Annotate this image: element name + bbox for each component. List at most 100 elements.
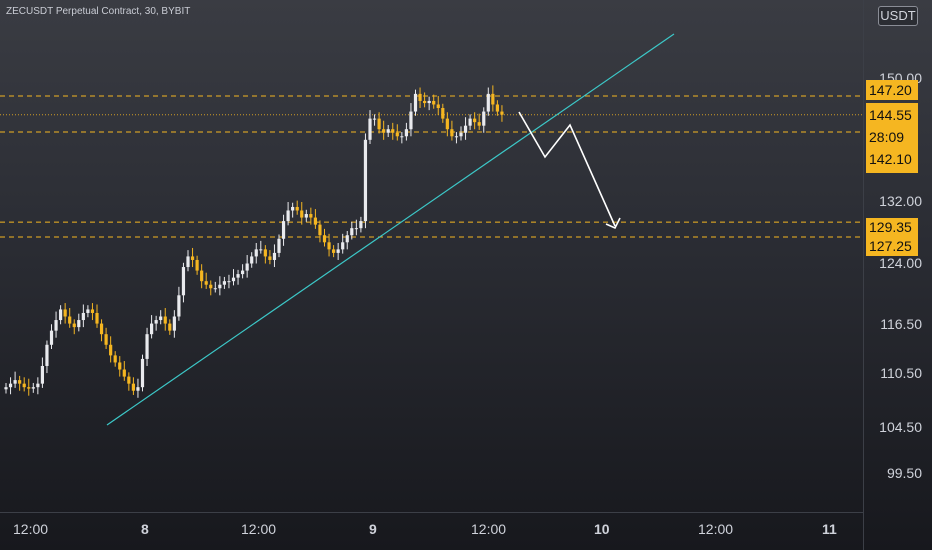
candle-body: [72, 323, 76, 328]
time-axis-divider: [0, 512, 863, 513]
candle-body: [286, 210, 290, 222]
projection-path: [518, 111, 616, 227]
candle-body: [49, 330, 54, 345]
x-tick-label: 11: [822, 521, 837, 537]
candle-body: [377, 118, 381, 130]
candle-body: [22, 383, 26, 388]
candle-body: [363, 139, 368, 222]
candle-body: [313, 217, 317, 225]
candle-countdown: 28:09: [869, 129, 905, 145]
candle-body: [131, 383, 135, 391]
candle-body: [59, 309, 63, 321]
candle-body: [500, 111, 504, 115]
candle-body: [468, 118, 472, 126]
candle-body: [486, 93, 490, 112]
candle-body: [436, 104, 440, 109]
candle-body: [40, 365, 44, 384]
candle-body: [354, 228, 358, 230]
candle-body: [18, 380, 22, 384]
candle-body: [222, 281, 226, 285]
candle-body: [418, 93, 422, 101]
candle-body: [441, 108, 445, 119]
candle-body: [341, 242, 345, 250]
candle-body: [159, 316, 163, 321]
candle-body: [482, 111, 486, 126]
candle-body: [372, 118, 377, 120]
candle-body: [104, 334, 108, 345]
candle-body: [318, 224, 322, 236]
candle-body: [332, 249, 336, 253]
symbol-title: ZECUSDT Perpetual Contract, 30, BYBIT: [6, 6, 191, 17]
candle-body: [8, 383, 13, 388]
candle-body: [268, 256, 272, 260]
x-tick-label: 12:00: [13, 521, 49, 537]
price-tag-level-147: 147.20: [866, 80, 918, 100]
candle-body: [77, 320, 81, 328]
candle-body: [90, 309, 95, 313]
candle-body: [250, 256, 254, 264]
candle-body: [322, 235, 327, 243]
candle-body: [54, 320, 58, 331]
x-tick-label: 12:00: [698, 521, 734, 537]
candle-body: [109, 344, 113, 356]
candle-body: [359, 221, 363, 229]
candle-body: [473, 118, 477, 123]
candle-body: [391, 129, 395, 133]
x-tick-label: 12:00: [471, 521, 507, 537]
candle-body: [27, 387, 31, 389]
candle-body: [245, 263, 249, 271]
candle-body: [463, 125, 468, 133]
candle-body: [309, 214, 313, 218]
x-tick-label: 12:00: [241, 521, 277, 537]
candle-body: [86, 309, 90, 313]
candle-body: [432, 100, 436, 105]
candle-body: [454, 136, 459, 138]
candle-body: [99, 323, 104, 335]
candle-body: [68, 316, 72, 324]
candle-body: [404, 129, 408, 137]
y-tick-label: 132.00: [879, 193, 922, 209]
candle-body: [4, 387, 8, 390]
price-tag-support-zone: 129.35 127.25: [866, 218, 918, 256]
x-tick-label: 8: [141, 521, 149, 537]
candle-body: [277, 238, 281, 253]
candle-body: [263, 249, 267, 257]
candle-body: [190, 256, 195, 260]
x-tick-label: 9: [369, 521, 377, 537]
candle-body: [445, 118, 449, 130]
candle-body: [491, 93, 495, 105]
candle-body: [477, 122, 481, 126]
trendline: [106, 33, 675, 426]
candle-body: [186, 256, 190, 268]
candle-body: [291, 206, 295, 211]
currency-selector-button[interactable]: USDT: [878, 6, 918, 26]
candle-body: [163, 316, 167, 324]
y-tick-label: 104.50: [879, 419, 922, 435]
candle-body: [272, 252, 277, 260]
candle-body: [231, 277, 236, 282]
candle-body: [459, 132, 463, 137]
candle-body: [181, 267, 186, 296]
candle-body: [81, 312, 85, 321]
candle-body: [495, 104, 499, 112]
candle-body: [386, 129, 390, 133]
candle-body: [281, 221, 286, 239]
candle-body: [241, 270, 245, 275]
candle-body: [118, 362, 122, 370]
candle-body: [259, 249, 263, 251]
current-price-value: 144.55: [869, 107, 912, 123]
candle-body: [300, 210, 304, 218]
candle-body: [195, 259, 199, 271]
candle-body: [218, 284, 222, 289]
candle-body: [427, 100, 431, 104]
candle-body: [172, 316, 176, 331]
candle-body: [395, 132, 399, 137]
price-tag-level-129: 129.35: [869, 219, 912, 235]
price-tag-level-142: 142.10: [869, 151, 912, 167]
candle-body: [254, 249, 258, 257]
candle-body: [227, 281, 231, 283]
candle-body: [336, 249, 340, 253]
candle-body: [140, 358, 145, 388]
candle-body: [304, 214, 308, 218]
